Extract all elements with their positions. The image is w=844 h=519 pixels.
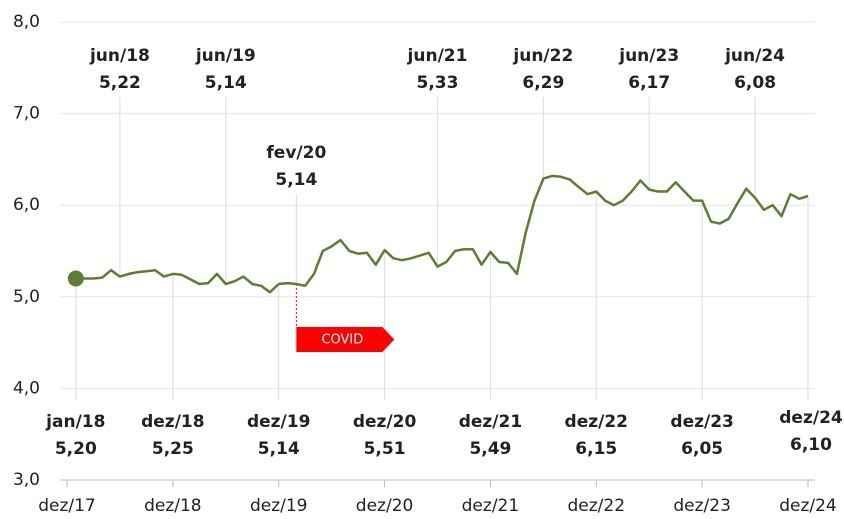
start-marker <box>67 270 84 287</box>
x-tick-label: dez/18 <box>144 496 202 516</box>
data-label: 5,14 <box>275 170 317 190</box>
y-tick-label: 3,0 <box>13 470 40 490</box>
data-label: 6,17 <box>628 73 670 93</box>
annotation-month: dez/18 <box>141 412 204 432</box>
x-tick-label: dez/21 <box>462 496 520 516</box>
data-label: 5,25 <box>152 439 194 459</box>
annotation-month: jun/23 <box>618 46 679 66</box>
annotation-month: jun/24 <box>724 46 785 66</box>
x-tick-label: dez/20 <box>356 496 414 516</box>
annotation-month: jun/21 <box>407 46 468 66</box>
series-line <box>75 174 809 294</box>
data-label: 6,10 <box>790 435 832 455</box>
data-label: 6,15 <box>575 439 617 459</box>
annotation-month: fev/20 <box>266 143 326 163</box>
annotation-month: jun/19 <box>195 46 256 66</box>
data-label: 5,49 <box>469 439 511 459</box>
data-label: 6,08 <box>734 73 776 93</box>
annotation-month: dez/20 <box>353 412 417 432</box>
annotation-month: jun/22 <box>512 46 573 66</box>
y-tick-label: 4,0 <box>13 378 40 398</box>
data-label: 5,20 <box>55 439 97 459</box>
y-tick-label: 8,0 <box>13 12 40 32</box>
data-label: 5,14 <box>258 439 300 459</box>
y-tick-label: 7,0 <box>13 104 40 124</box>
annotation-month: dez/21 <box>459 412 522 432</box>
data-label: 5,14 <box>205 73 247 93</box>
annotation-month: dez/23 <box>670 412 733 432</box>
x-tick-label: dez/19 <box>250 496 308 516</box>
data-label: 6,05 <box>681 439 723 459</box>
x-tick-label: dez/24 <box>779 496 837 516</box>
x-tick-label: dez/23 <box>673 496 731 516</box>
annotation-month: jan/18 <box>45 412 105 432</box>
x-tick-label: dez/22 <box>568 496 626 516</box>
annotation-month: jun/18 <box>89 46 150 66</box>
covid-tag <box>296 327 395 352</box>
annotation-month: dez/22 <box>565 412 628 432</box>
data-label: 5,22 <box>99 73 141 93</box>
x-tick-label: dez/17 <box>38 496 96 516</box>
y-tick-label: 5,0 <box>13 287 40 307</box>
covid-label: COVID <box>321 333 363 348</box>
y-tick-label: 6,0 <box>13 195 40 215</box>
data-label: 5,51 <box>364 439 406 459</box>
data-label: 6,29 <box>522 73 564 93</box>
annotation-month: dez/24 <box>779 408 843 428</box>
annotation-month: dez/19 <box>247 412 310 432</box>
data-label: 5,33 <box>417 73 459 93</box>
